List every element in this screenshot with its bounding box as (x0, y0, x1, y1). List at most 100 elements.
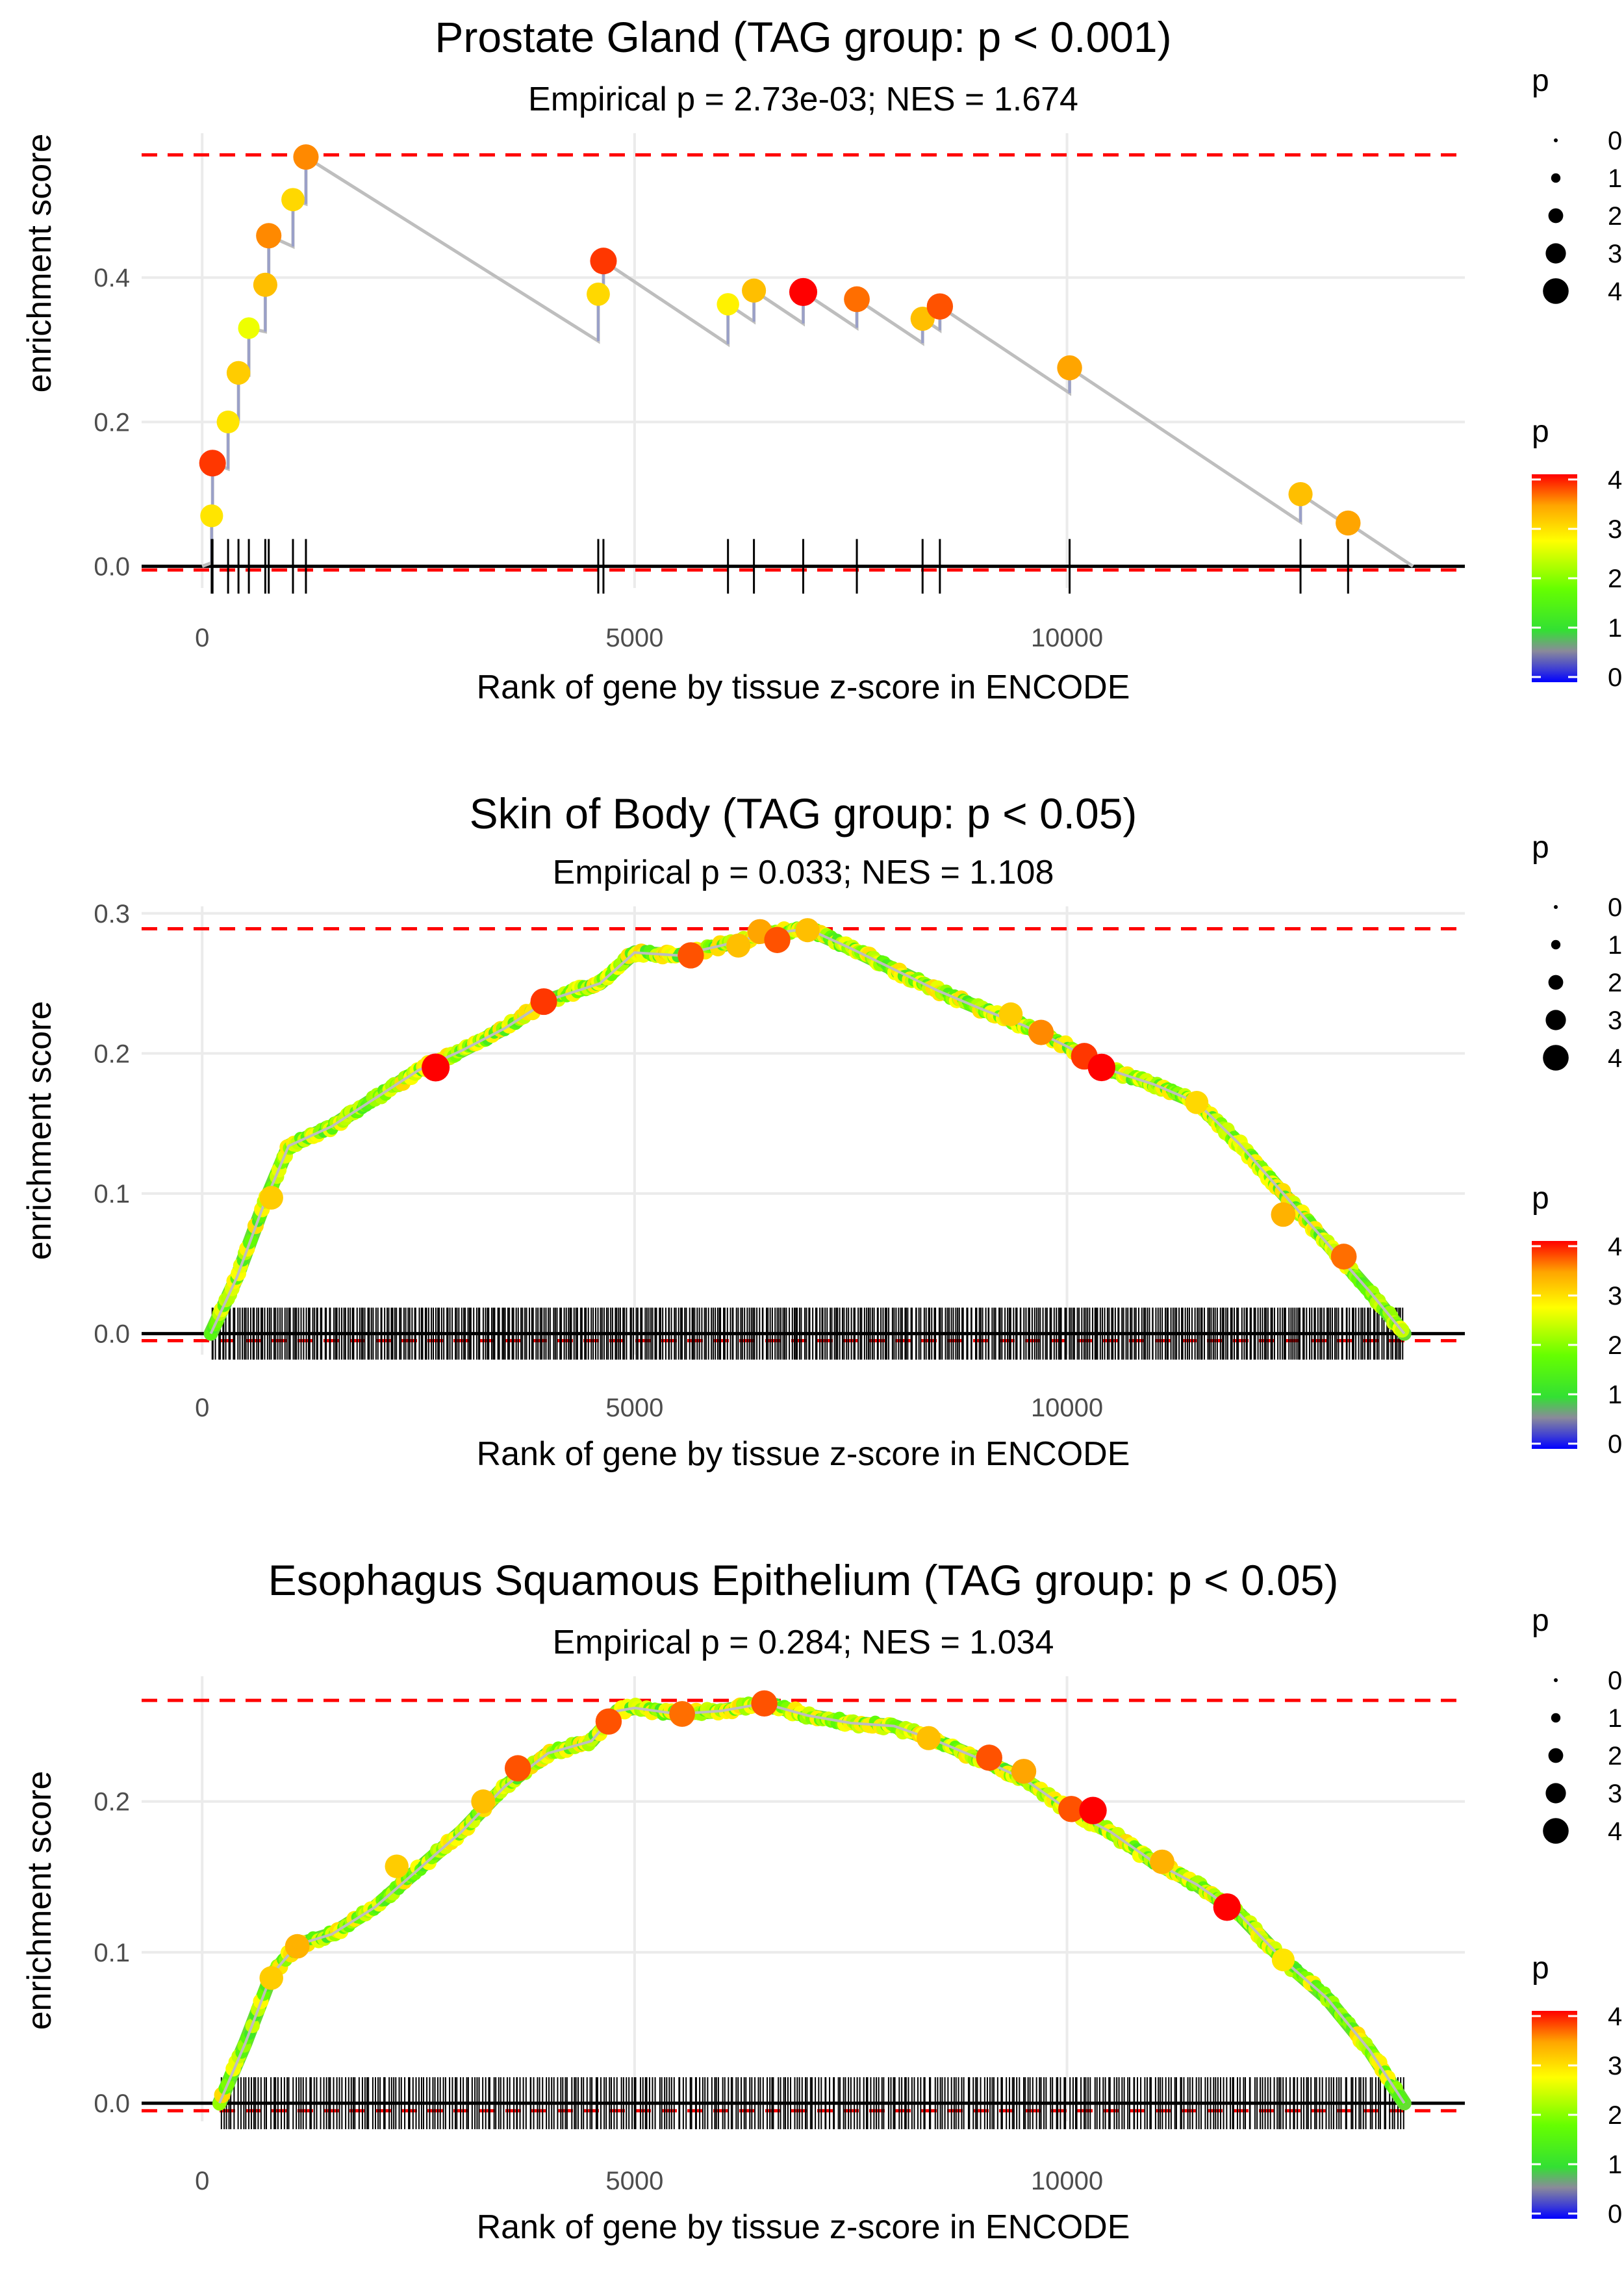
legend-3: p 0 1 2 3 4 p 0 1 2 3 4 (1532, 1603, 1622, 2229)
color-legend-label: 3 (1608, 1282, 1622, 1310)
color-legend-label: 3 (1608, 515, 1622, 544)
size-legend-label: 1 (1608, 931, 1622, 960)
y-axis-label: enrichment score (21, 1771, 58, 2030)
size-legend-key (1551, 939, 1561, 950)
x-tick-label: 10000 (1031, 624, 1103, 652)
hit-point (259, 1186, 283, 1210)
color-legend-label: 3 (1608, 2052, 1622, 2080)
hit-point (916, 1726, 941, 1750)
hit-point (1011, 1759, 1037, 1784)
hit-point (385, 1854, 409, 1878)
hit-point (590, 248, 617, 275)
color-legend-label: 2 (1608, 565, 1622, 593)
y-tick-label: 0.0 (94, 2089, 130, 2118)
size-legend-key (1554, 138, 1558, 142)
x-tick-label: 10000 (1031, 1394, 1103, 1422)
color-legend-label: 0 (1608, 663, 1622, 692)
hit-point (285, 1934, 310, 1959)
hit-point (726, 933, 751, 958)
hit-point (998, 1002, 1023, 1027)
legend-2: p 0 1 2 3 4 p 0 1 2 3 4 (1532, 830, 1622, 1459)
y-axis-label: enrichment score (21, 1001, 58, 1260)
color-legend-label: 0 (1608, 1430, 1622, 1459)
color-legend-label: 0 (1608, 2200, 1622, 2229)
chart-subtitle: Empirical p = 0.033; NES = 1.108 (553, 854, 1054, 891)
hit-point (764, 926, 791, 953)
size-legend-label: 3 (1608, 1006, 1622, 1035)
panel-2: Skin of Body (TAG group: p < 0.05) Empiri… (21, 789, 1465, 1473)
x-axis-label: Rank of gene by tissue z-score in ENCODE (477, 669, 1130, 706)
size-legend-key (1545, 1010, 1566, 1030)
chart-subtitle: Empirical p = 0.284; NES = 1.034 (553, 1624, 1054, 1661)
color-legend-title: p (1532, 415, 1549, 449)
size-legend-label: 1 (1608, 164, 1622, 193)
size-legend-title: p (1532, 64, 1549, 98)
hit-point (926, 293, 954, 320)
y-tick-label: 0.3 (94, 900, 130, 928)
size-legend-key (1551, 1713, 1561, 1723)
hit-point (1330, 1244, 1357, 1270)
hit-point (844, 286, 870, 313)
x-tick-label: 5000 (605, 1394, 663, 1422)
size-legend-label: 4 (1608, 1044, 1622, 1073)
hit-point (1288, 481, 1313, 507)
color-legend-label: 1 (1608, 1381, 1622, 1409)
hit-point (216, 410, 240, 434)
hit-point (259, 1966, 283, 1990)
size-legend-label: 3 (1608, 1780, 1622, 1808)
hit-point (530, 988, 557, 1016)
chart-subtitle: Empirical p = 2.73e-03; NES = 1.674 (528, 81, 1078, 118)
hit-point (1336, 510, 1361, 536)
hit-point (595, 1708, 622, 1735)
hit-point (1185, 1090, 1209, 1114)
y-tick-label: 0.0 (94, 1320, 130, 1349)
hit-point (678, 942, 704, 969)
hit-point (238, 317, 260, 339)
hit-point (789, 277, 818, 306)
size-legend-key (1543, 278, 1569, 304)
y-tick-label: 0.0 (94, 553, 130, 581)
hit-point (281, 188, 305, 212)
y-tick-label: 0.4 (94, 264, 130, 292)
x-tick-label: 5000 (605, 2167, 663, 2195)
size-legend-title: p (1532, 1603, 1549, 1638)
color-legend-label: 2 (1608, 1331, 1622, 1360)
hit-point (587, 282, 610, 306)
size-legend-key (1543, 1818, 1569, 1844)
hit-point (293, 144, 319, 170)
color-legend-label: 2 (1608, 2101, 1622, 2130)
size-legend-key (1545, 1783, 1566, 1804)
color-legend-title: p (1532, 1951, 1549, 1986)
y-tick-label: 0.2 (94, 1040, 130, 1068)
chart-title: Esophagus Squamous Epithelium (TAG group… (268, 1556, 1339, 1604)
hit-point (1058, 1796, 1085, 1822)
hit-point (1150, 1849, 1174, 1874)
x-axis-label: Rank of gene by tissue z-score in ENCODE (477, 2208, 1130, 2246)
size-legend-label: 0 (1608, 893, 1622, 922)
y-axis-label: enrichment score (21, 134, 58, 393)
hit-point (717, 293, 739, 316)
x-tick-label: 5000 (605, 624, 663, 652)
x-tick-label: 0 (195, 624, 209, 652)
hit-point (1271, 1202, 1296, 1227)
hit-point (256, 223, 282, 249)
size-legend-label: 4 (1608, 277, 1622, 306)
x-tick-label: 10000 (1031, 2167, 1103, 2195)
size-legend-key (1548, 975, 1564, 990)
hit-point (471, 1789, 496, 1814)
color-legend-title: p (1532, 1181, 1549, 1216)
hit-point (200, 504, 223, 528)
y-tick-label: 0.2 (94, 1788, 130, 1817)
size-legend-title: p (1532, 830, 1549, 865)
hit-point (1057, 355, 1082, 381)
chart-title: Prostate Gland (TAG group: p < 0.001) (435, 13, 1171, 61)
size-legend-key (1554, 905, 1558, 909)
size-legend-key (1548, 1748, 1564, 1763)
hit-point (742, 278, 767, 303)
hit-point (669, 1701, 695, 1727)
hit-point (226, 361, 251, 385)
x-tick-label: 0 (195, 2167, 209, 2195)
size-legend-key (1543, 1045, 1569, 1071)
x-axis-label: Rank of gene by tissue z-score in ENCODE (477, 1435, 1130, 1473)
